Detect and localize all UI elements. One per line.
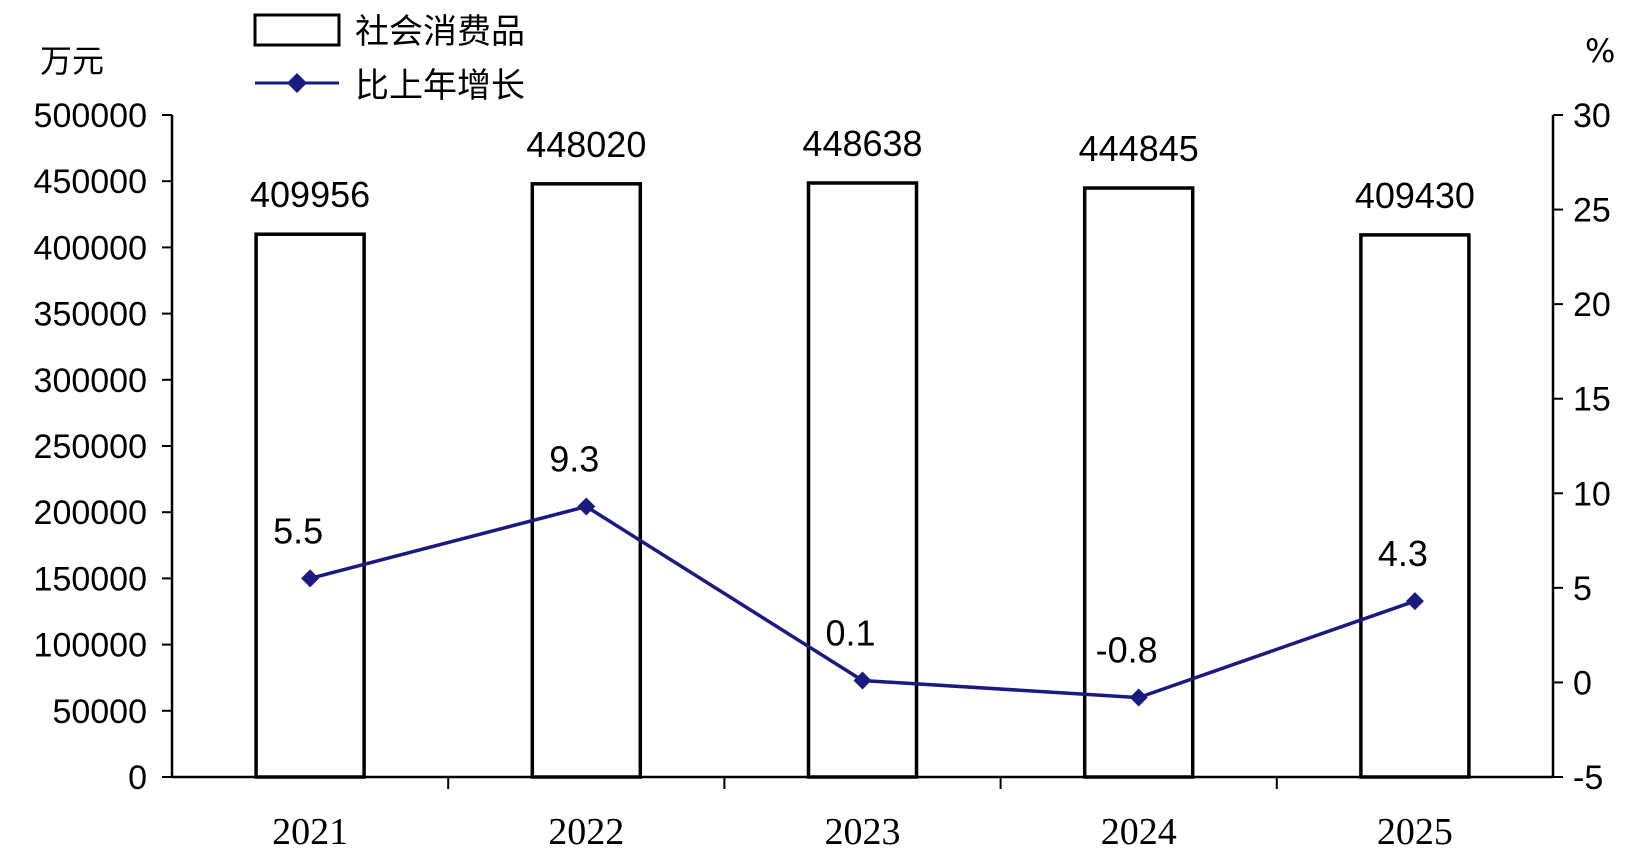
x-tick-label: 2024 — [1101, 811, 1177, 853]
x-tick-label: 2025 — [1377, 811, 1453, 853]
y-left-tick-label: 200000 — [34, 494, 147, 532]
line-point-marker — [1405, 592, 1424, 611]
y-right-tick-label: 15 — [1573, 381, 1611, 419]
line-point-marker — [853, 671, 872, 690]
line-series — [301, 497, 1424, 707]
bar-series — [254, 181, 1471, 779]
legend-label-line: 比上年增长 — [355, 66, 525, 106]
y-left-tick-label: 0 — [128, 759, 147, 797]
line-value-label: 0.1 — [825, 613, 875, 654]
line-point-marker — [1129, 688, 1148, 707]
y-right-tick-label: 5 — [1573, 570, 1592, 608]
bar — [1082, 186, 1195, 779]
x-tick-label: 2022 — [548, 811, 624, 853]
y-left-tick-label: 250000 — [34, 428, 147, 466]
bar — [1359, 233, 1471, 779]
line-point-marker — [577, 497, 596, 516]
y-right-tick-label: 30 — [1573, 97, 1611, 135]
legend-line-marker — [287, 73, 307, 93]
legend: 社会消费品 比上年增长 — [253, 12, 525, 106]
y-right-tick-label: -5 — [1573, 759, 1603, 797]
y-left-tick-label: 400000 — [34, 229, 147, 267]
line-value-label: 5.5 — [273, 510, 323, 551]
legend-bar-swatch — [253, 13, 341, 47]
bar-value-label: 448020 — [526, 124, 646, 165]
bar — [530, 182, 643, 779]
y-right-tick-label: 0 — [1573, 664, 1592, 702]
y-right-tick-label: 20 — [1573, 286, 1611, 324]
line-value-label: -0.8 — [1096, 630, 1158, 671]
x-tick-label: 2021 — [272, 811, 348, 853]
bar-value-label: 409956 — [250, 174, 370, 215]
line-point-marker — [301, 569, 320, 588]
line-value-label: 9.3 — [549, 439, 599, 480]
bar-value-label: 409430 — [1355, 175, 1475, 216]
bar-value-label: 444845 — [1079, 128, 1199, 169]
y-left-tick-label: 350000 — [34, 296, 147, 334]
y-right-tick-label: 10 — [1573, 475, 1611, 513]
y-left-tick-label: 100000 — [34, 627, 147, 665]
line-value-label: 4.3 — [1378, 533, 1428, 574]
y-left-tick-label: 150000 — [34, 560, 147, 598]
y-left-tick-label: 450000 — [34, 163, 147, 201]
y-right-tick-label: 25 — [1573, 192, 1611, 230]
bar — [254, 232, 366, 779]
x-tick-label: 2023 — [825, 811, 901, 853]
data-labels: 409956 448020 448638 444845 409430 5.5 9.3 0.1 -… — [250, 123, 1475, 671]
legend-label-bar: 社会消费品 — [355, 12, 525, 52]
y-left-tick-label: 300000 — [34, 362, 147, 400]
bar-value-label: 448638 — [802, 123, 922, 164]
y-right-unit: % — [1585, 32, 1615, 70]
y-left-tick-label: 500000 — [34, 97, 147, 135]
y-left-tick-label: 50000 — [52, 693, 147, 731]
y-left-unit: 万元 — [40, 42, 104, 80]
axes: 0 50000 100000 150000 200000 250000 300000 3500… — [34, 97, 1611, 853]
